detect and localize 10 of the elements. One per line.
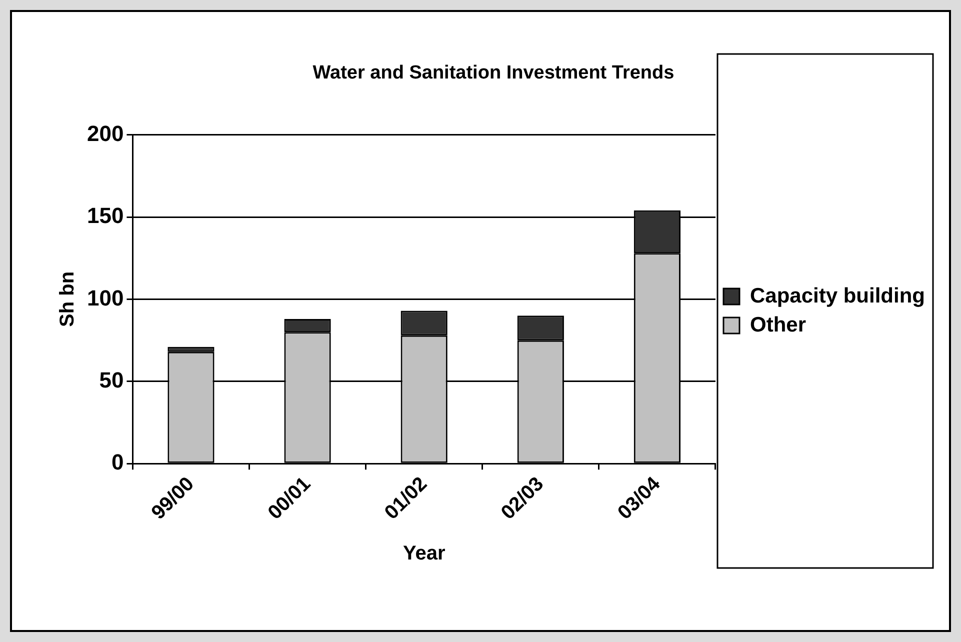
y-axis-title: Sh bn: [56, 271, 79, 327]
y-tick-label: 100: [86, 285, 124, 310]
y-tick-label: 150: [86, 203, 124, 228]
y-tick-label: 50: [99, 367, 124, 392]
legend-label: Other: [750, 313, 806, 336]
chart-title: Water and Sanitation Investment Trends: [312, 62, 674, 84]
legend-label: Capacity building: [750, 284, 925, 308]
y-tick-label: 200: [86, 120, 124, 146]
y-tick-label: 0: [111, 450, 124, 475]
x-axis-title: Year: [402, 542, 446, 565]
